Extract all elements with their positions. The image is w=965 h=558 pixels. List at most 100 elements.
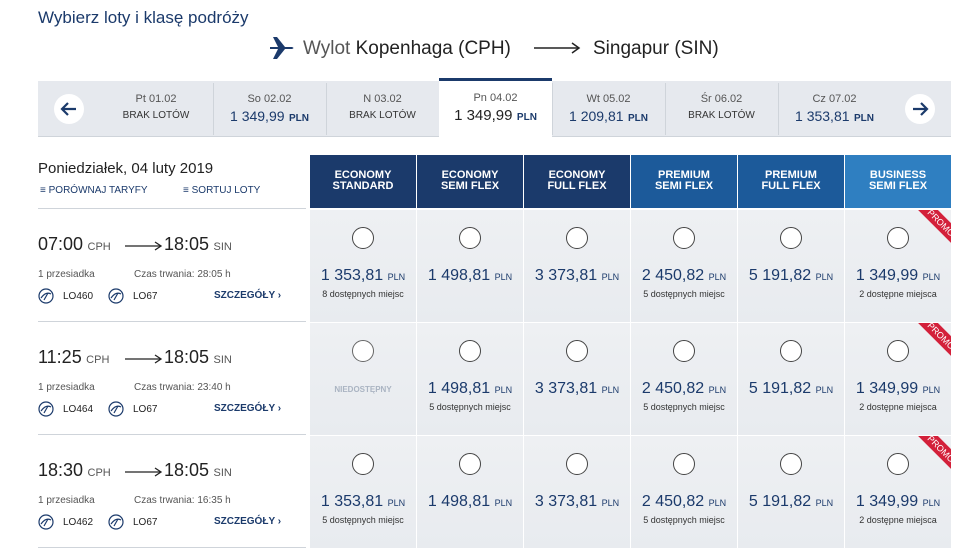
flight-number: LO67: [133, 517, 158, 528]
fare-radio[interactable]: [673, 227, 695, 249]
fare-radio[interactable]: [566, 453, 588, 475]
fare-price-currency: PLN: [815, 498, 834, 508]
prev-dates-button[interactable]: [40, 83, 98, 135]
fare-radio[interactable]: [887, 227, 909, 249]
fare-header-line: ECONOMY: [334, 169, 392, 181]
fare-price-currency: PLN: [815, 385, 834, 395]
fare-header: ECONOMY SEMI FLEX: [417, 155, 523, 208]
fare-price-value: 5 191,82: [748, 380, 812, 397]
fare-cell: 2 450,82 PLN 5 dostępnych miejsc: [631, 436, 737, 548]
fare-price-currency: PLN: [922, 498, 941, 508]
date-tab[interactable]: N 03.02 BRAK LOTÓW: [326, 83, 438, 135]
fare-seats: 5 dostępnych miejsc: [643, 289, 725, 299]
airline-logo: [108, 401, 124, 417]
origin-code: CPH: [87, 241, 111, 253]
origin-code: CPH: [86, 354, 110, 366]
fare-radio[interactable]: [566, 227, 588, 249]
fare-radio[interactable]: [887, 340, 909, 362]
fare-radio[interactable]: [780, 340, 802, 362]
fare-header: ECONOMY FULL FLEX: [524, 155, 630, 208]
date-tab-day: N 03.02: [363, 93, 402, 105]
date-tab[interactable]: Pn 04.02 1 349,99 PLN: [439, 78, 552, 138]
date-tab[interactable]: Cz 07.02 1 353,81 PLN: [778, 83, 890, 135]
fare-price-value: 3 373,81: [534, 267, 598, 284]
fare-radio[interactable]: [673, 340, 695, 362]
date-tab[interactable]: Wt 05.02 1 209,81 PLN: [552, 83, 664, 135]
fare-cell: NIEDOSTĘPNY: [310, 323, 416, 435]
time-arrow: [125, 467, 163, 477]
fare-seats: 5 dostępnych miejsc: [322, 515, 404, 525]
fare-cell: 1 498,81 PLN: [417, 210, 523, 322]
fare-header: PREMIUM FULL FLEX: [738, 155, 844, 208]
fare-price: 2 450,82 PLN: [631, 380, 737, 398]
selected-date-heading: Poniedziałek, 04 luty 2019: [38, 160, 214, 177]
stops: 1 przesiadka: [38, 269, 95, 280]
fare-radio[interactable]: [566, 340, 588, 362]
fare-cell: 3 373,81 PLN: [524, 210, 630, 322]
promo-ribbon: PROMO: [914, 436, 951, 476]
promo-ribbon: PROMO: [914, 210, 951, 250]
details-link[interactable]: SZCZEGÓŁY ›: [214, 403, 282, 414]
date-tab[interactable]: So 02.02 1 349,99 PLN: [213, 83, 325, 135]
details-text: SZCZEGÓŁY: [214, 403, 275, 414]
date-price-value: 1 349,99: [230, 108, 285, 124]
fare-price: 1 349,99 PLN: [845, 380, 951, 398]
date-tab-price: 1 353,81 PLN: [779, 108, 890, 126]
date-tab[interactable]: Pt 01.02 BRAK LOTÓW: [100, 83, 212, 135]
fare-price: 5 191,82 PLN: [738, 380, 844, 398]
fare-price: 1 353,81 PLN: [310, 493, 416, 511]
fare-price-value: 5 191,82: [748, 267, 812, 284]
airline-logo: [38, 288, 54, 304]
date-tab-day: Cz 07.02: [812, 93, 857, 105]
promo-text: PROMO: [925, 323, 951, 352]
fare-unavailable: NIEDOSTĘPNY: [334, 385, 392, 394]
fare-seats: 5 dostępnych miejsc: [643, 402, 725, 412]
fare-radio[interactable]: [780, 227, 802, 249]
fare-price-value: 2 450,82: [641, 380, 705, 397]
fare-price: 5 191,82 PLN: [738, 267, 844, 285]
fare-radio[interactable]: [459, 453, 481, 475]
flight-number: LO464: [63, 404, 94, 415]
fare-header-line: BUSINESS: [869, 169, 927, 181]
flight-times: 18:30 CPH: [38, 460, 111, 481]
departure-time: 07:00: [38, 234, 84, 254]
sort-flights-link[interactable]: ≡ SORTUJ LOTY: [183, 185, 261, 196]
route-origin: Kopenhaga (CPH): [355, 38, 511, 59]
details-link[interactable]: SZCZEGÓŁY ›: [214, 290, 282, 301]
time-arrow: [125, 354, 163, 364]
arrival-block: 18:05 SIN: [164, 460, 232, 481]
fare-price-currency: PLN: [815, 272, 834, 282]
date-price-value: 1 349,99: [454, 107, 513, 124]
fare-header: BUSINESS SEMI FLEX: [845, 155, 951, 208]
fare-price-value: 5 191,82: [748, 493, 812, 510]
fare-cell: 2 450,82 PLN 5 dostępnych miejsc: [631, 323, 737, 435]
next-dates-button[interactable]: [891, 83, 949, 135]
fare-header: ECONOMY STANDARD: [310, 155, 416, 208]
fare-price-value: 1 498,81: [427, 267, 491, 284]
promo-text: PROMO: [925, 436, 951, 465]
date-price-value: 1 209,81: [569, 108, 624, 124]
flight-row: 07:00 CPH 18:05 SIN 1 przesiadka Czas trwan…: [38, 210, 306, 322]
fare-radio[interactable]: [887, 453, 909, 475]
fare-price-value: 1 349,99: [855, 380, 919, 397]
plane-icon: [270, 37, 294, 59]
fare-radio[interactable]: [459, 340, 481, 362]
fare-price: 1 498,81 PLN: [417, 493, 523, 511]
fare-radio: [352, 340, 374, 362]
fare-price-value: 3 373,81: [534, 380, 598, 397]
date-price-currency: PLN: [288, 113, 309, 124]
fare-cell: 1 349,99 PLN 2 dostępne miejsca PROMO: [845, 436, 951, 548]
compare-fares-link[interactable]: ≡ PORÓWNAJ TARYFY: [40, 185, 148, 196]
fare-radio[interactable]: [352, 227, 374, 249]
fare-radio[interactable]: [673, 453, 695, 475]
next-arrow-icon: [905, 94, 935, 124]
fare-radio[interactable]: [352, 453, 374, 475]
date-tab[interactable]: Śr 06.02 BRAK LOTÓW: [665, 83, 777, 135]
fare-price-value: 1 353,81: [320, 267, 384, 284]
fare-price-currency: PLN: [708, 272, 727, 282]
fare-radio[interactable]: [459, 227, 481, 249]
fare-price-value: 1 498,81: [427, 380, 491, 397]
details-link[interactable]: SZCZEGÓŁY ›: [214, 516, 282, 527]
fare-header-line: SEMI FLEX: [654, 180, 714, 192]
fare-radio[interactable]: [780, 453, 802, 475]
